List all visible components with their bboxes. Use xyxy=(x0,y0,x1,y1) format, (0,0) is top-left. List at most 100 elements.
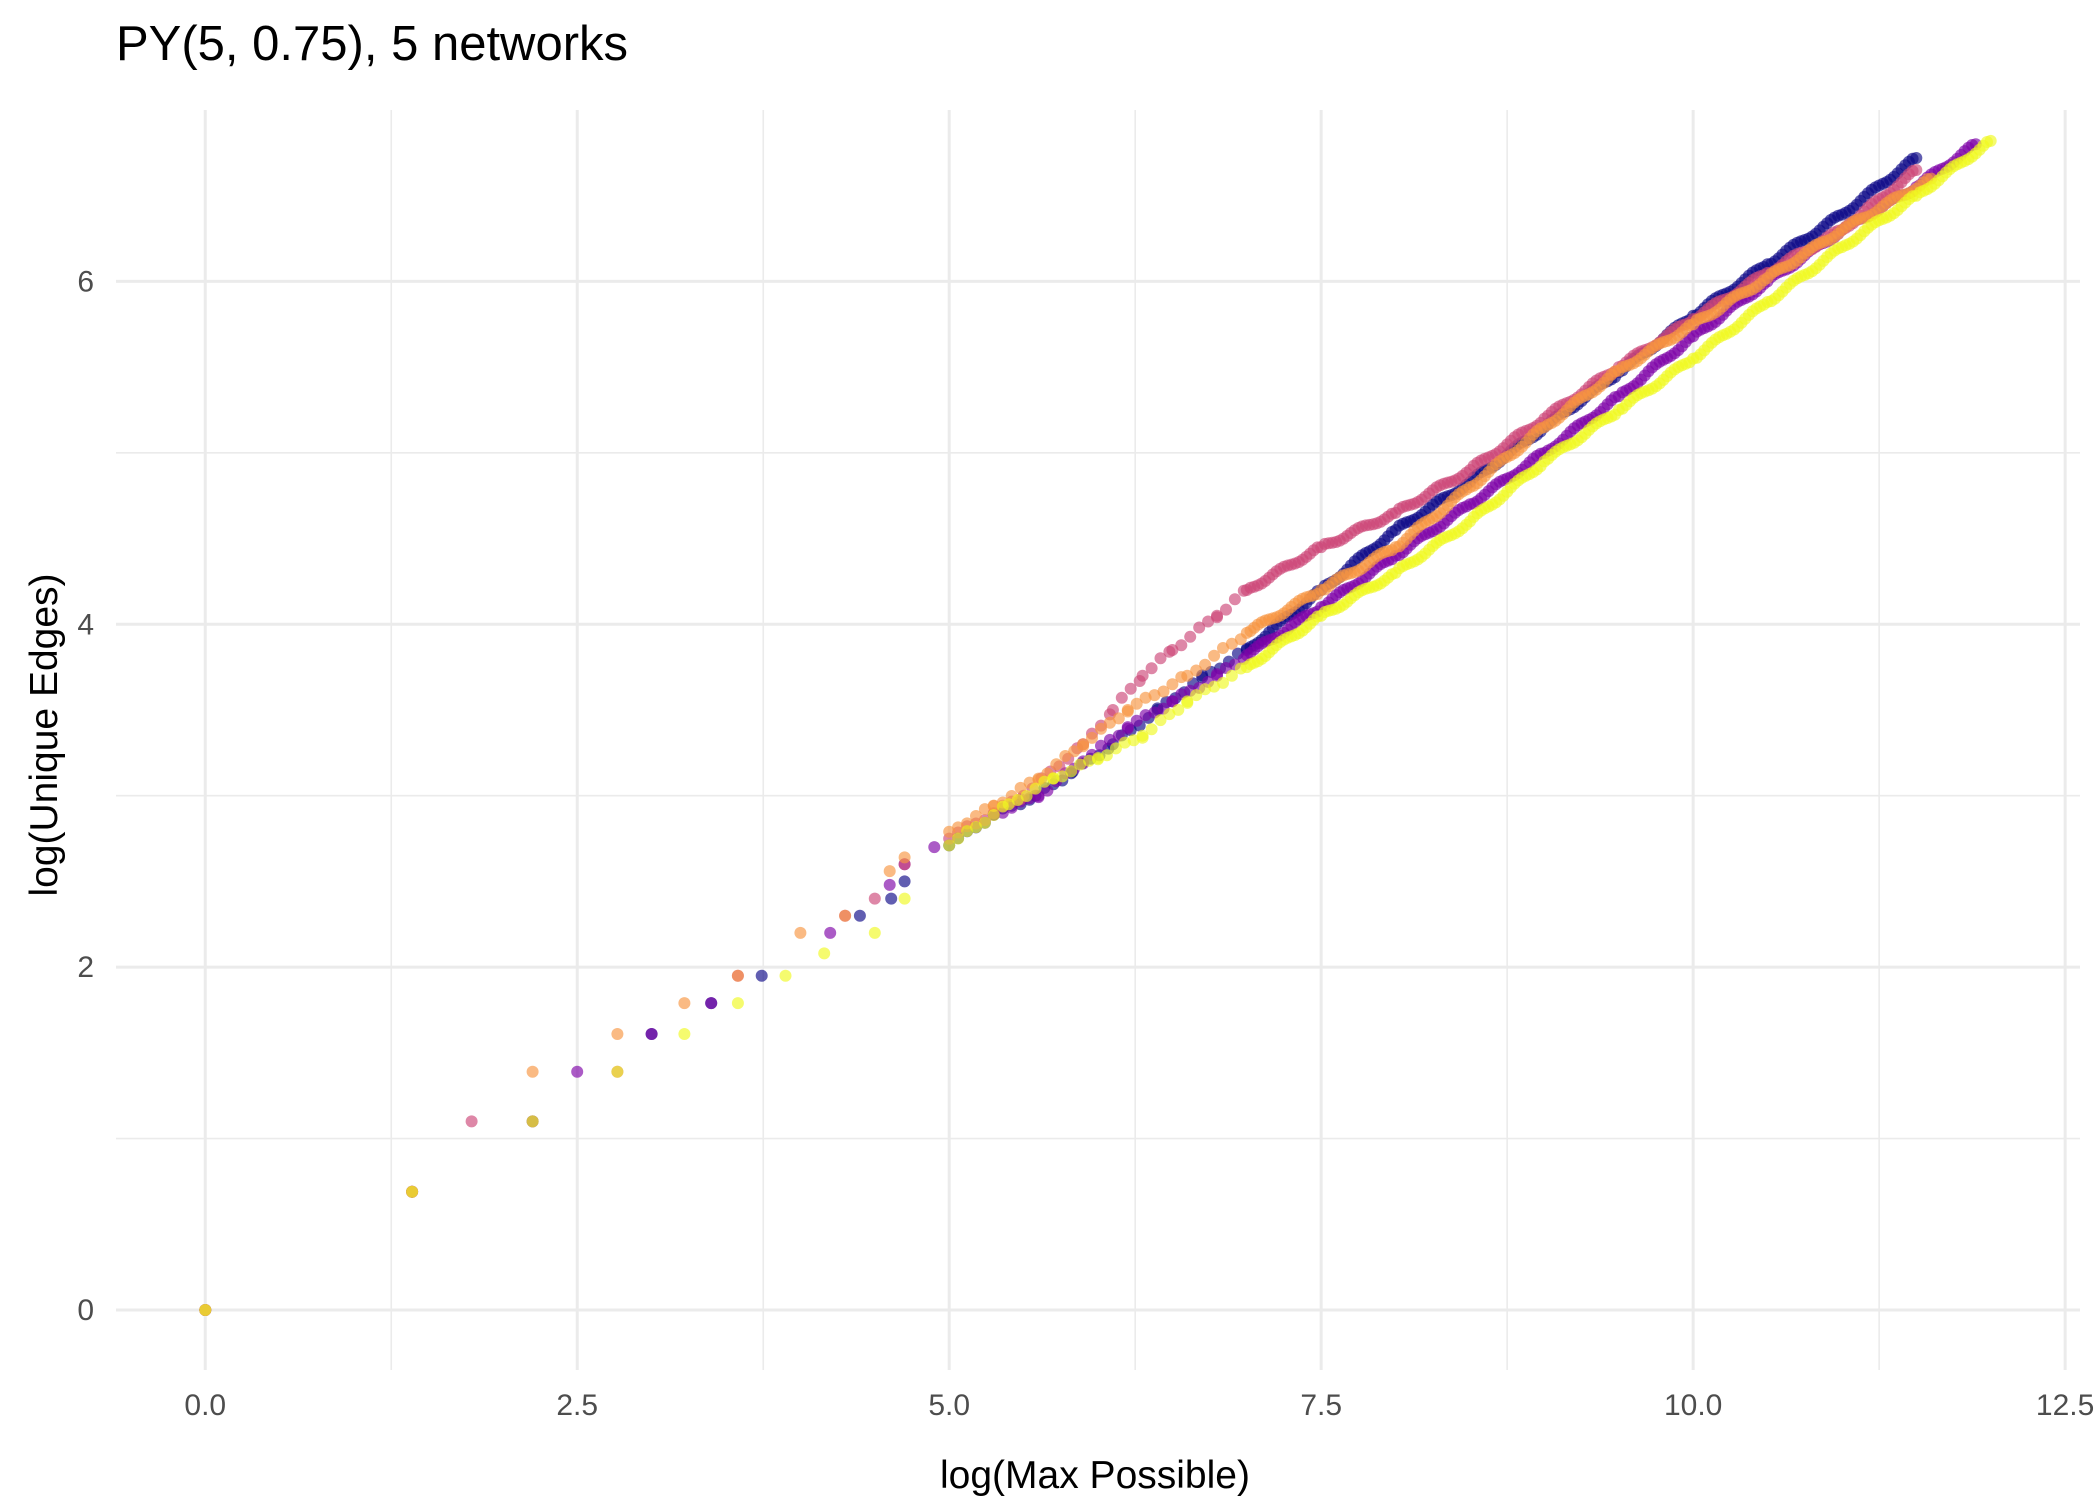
data-point xyxy=(1130,697,1143,710)
data-point xyxy=(1217,676,1229,689)
data-point xyxy=(1020,790,1033,802)
data-point xyxy=(987,809,1000,821)
data-point xyxy=(883,878,896,891)
data-point xyxy=(1145,662,1158,675)
y-tick-label: 2 xyxy=(77,951,94,984)
y-tick-label: 6 xyxy=(77,265,94,298)
data-point xyxy=(465,1115,478,1128)
data-point xyxy=(1136,729,1149,742)
data-point xyxy=(1910,164,1923,176)
data-point xyxy=(1910,152,1923,164)
data-point xyxy=(868,892,881,905)
data-point xyxy=(1166,678,1179,691)
data-point xyxy=(1154,714,1167,727)
data-point xyxy=(1112,712,1125,725)
data-point xyxy=(705,997,718,1010)
data-point xyxy=(1145,723,1158,736)
data-point xyxy=(1077,738,1090,751)
y-tick-label: 0 xyxy=(77,1294,94,1327)
data-point xyxy=(1095,722,1107,735)
data-point xyxy=(571,1065,584,1078)
data-point xyxy=(731,969,744,982)
data-point xyxy=(853,909,866,922)
data-point xyxy=(883,865,896,878)
data-point xyxy=(1172,703,1185,716)
data-point xyxy=(970,821,982,834)
data-point xyxy=(1211,609,1223,622)
x-tick-label: 0.0 xyxy=(184,1389,226,1422)
data-point xyxy=(824,926,837,939)
data-point xyxy=(1181,695,1194,708)
data-point xyxy=(1056,770,1069,783)
data-point xyxy=(1225,669,1238,682)
data-point xyxy=(1181,669,1194,682)
data-point xyxy=(406,1185,419,1198)
data-point xyxy=(1038,775,1051,788)
data-point xyxy=(1121,721,1134,734)
data-point xyxy=(1124,682,1137,695)
data-point xyxy=(1103,733,1116,746)
data-point xyxy=(952,832,965,845)
data-point xyxy=(755,969,768,982)
data-point xyxy=(928,841,941,854)
data-point xyxy=(839,909,852,922)
data-point xyxy=(1100,749,1113,762)
data-point xyxy=(526,1115,539,1128)
data-point xyxy=(1193,621,1206,634)
data-point xyxy=(898,892,911,905)
data-point xyxy=(1225,637,1238,650)
x-axis-tick-labels: 0.0 2.5 5.0 7.5 10.0 12.5 xyxy=(184,1389,2094,1422)
y-tick-label: 4 xyxy=(77,608,94,641)
data-point xyxy=(1148,689,1161,702)
data-point xyxy=(970,810,982,822)
data-point xyxy=(199,1304,212,1316)
data-point xyxy=(1184,630,1197,643)
data-point xyxy=(678,997,691,1010)
x-tick-label: 12.5 xyxy=(2036,1389,2094,1422)
data-point xyxy=(1190,664,1203,677)
x-tick-label: 7.5 xyxy=(1300,1389,1342,1422)
data-point xyxy=(1103,716,1116,729)
data-point xyxy=(611,1028,624,1040)
series-5 xyxy=(199,134,1997,1316)
data-point xyxy=(1115,691,1128,704)
data-point xyxy=(526,1065,539,1078)
data-point xyxy=(1157,685,1170,698)
series-1 xyxy=(199,152,1923,1316)
x-tick-label: 2.5 xyxy=(556,1389,598,1422)
data-point xyxy=(1208,649,1221,662)
grid xyxy=(116,110,2080,1370)
data-point xyxy=(678,1028,691,1040)
data-point xyxy=(1984,134,1997,147)
data-point xyxy=(1154,652,1167,665)
data-point xyxy=(1175,639,1188,652)
data-point xyxy=(952,821,965,834)
x-axis-title: log(Max Possible) xyxy=(940,1454,1250,1497)
data-point xyxy=(1163,708,1176,721)
data-point xyxy=(794,926,807,939)
data-point xyxy=(1130,714,1143,727)
data-point xyxy=(1109,742,1122,755)
data-point xyxy=(978,816,991,829)
data-point xyxy=(885,892,898,905)
data-point xyxy=(1029,782,1042,795)
data-point xyxy=(1166,695,1179,708)
data-point xyxy=(818,947,831,960)
data-point xyxy=(1199,683,1212,696)
y-axis-title: log(Unique Edges) xyxy=(23,573,66,896)
data-point xyxy=(1121,704,1134,716)
data-point xyxy=(987,800,1000,812)
data-point xyxy=(1166,644,1179,656)
data-point xyxy=(1220,603,1232,616)
data-point xyxy=(898,851,911,864)
data-point xyxy=(1059,750,1072,762)
data-point xyxy=(1050,758,1063,771)
data-point xyxy=(943,839,956,852)
data-point xyxy=(1068,745,1081,758)
data-point xyxy=(1086,731,1098,744)
x-tick-label: 5.0 xyxy=(928,1389,970,1422)
data-point xyxy=(1106,704,1119,716)
data-point xyxy=(1199,658,1212,671)
